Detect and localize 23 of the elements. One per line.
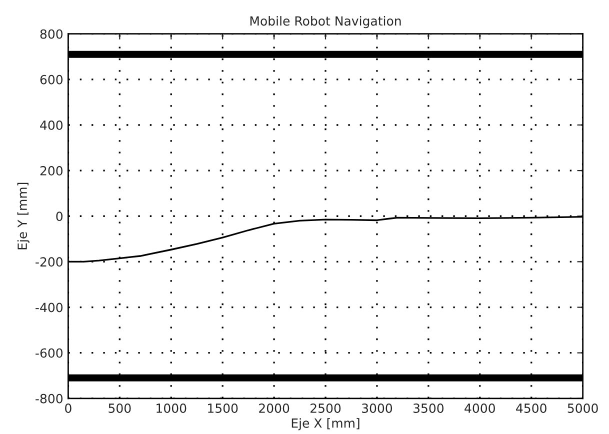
- x-tick-label: 4500: [516, 403, 546, 413]
- x-tick-label: 4000: [464, 403, 495, 413]
- x-axis-title: Eje X [mm]: [292, 418, 360, 430]
- y-tick-label: -600: [36, 348, 63, 358]
- y-tick-label: -400: [36, 302, 63, 312]
- x-tick-label: 1500: [208, 403, 238, 413]
- x-tick-label: 2000: [259, 403, 290, 413]
- y-tick-label: 400: [40, 120, 63, 130]
- y-axis-title: Eje Y [mm]: [17, 182, 30, 250]
- y-tick-label: 800: [40, 29, 63, 39]
- x-tick-label: 3000: [362, 403, 392, 413]
- chart-title: Mobile Robot Navigation: [250, 16, 401, 28]
- x-tick-label: 5000: [568, 403, 598, 413]
- y-tick-label: 200: [40, 166, 63, 176]
- y-tick-label: 0: [56, 212, 63, 222]
- x-tick-label: 2500: [310, 403, 341, 413]
- y-tick-label: 600: [40, 74, 63, 84]
- x-tick-label: 1000: [156, 403, 186, 413]
- x-tick-label: 0: [65, 403, 72, 413]
- y-tick-label: -200: [36, 257, 63, 267]
- x-tick-label: 3500: [413, 403, 444, 413]
- x-tick-label: 500: [108, 403, 131, 413]
- y-tick-label: -800: [36, 394, 63, 404]
